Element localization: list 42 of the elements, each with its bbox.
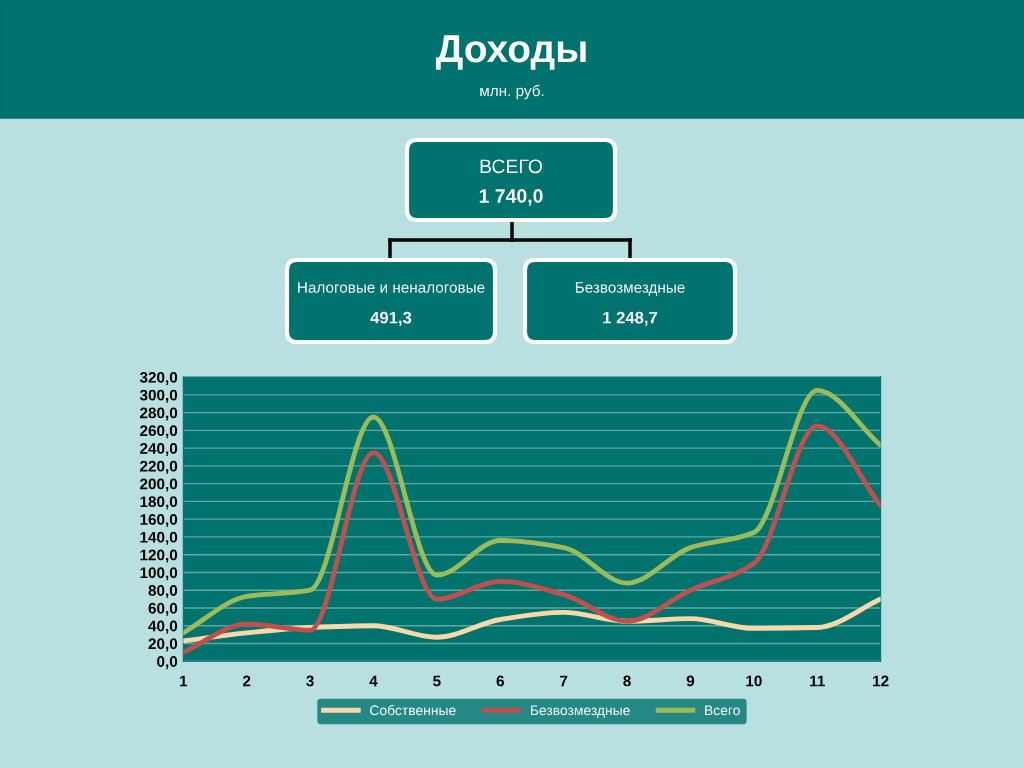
y-tick-label: 140,0 [140,531,178,545]
y-tick-label: 300,0 [139,389,178,403]
legend-label: Собственные [370,704,456,716]
x-tick-label: 4 [369,675,378,687]
y-tick-label: 0,0 [157,656,178,670]
text: 1 248,7 [603,311,658,326]
y-tick-label: 100,0 [140,567,178,581]
y-tick-label: 200,0 [140,478,178,492]
line-series [183,387,881,636]
text: Налоговые и неналоговые [298,282,485,293]
text: ВСЕГО [480,159,543,174]
y-tick-label: 160,0 [140,514,178,528]
x-tick-label: 10 [746,675,762,687]
y-tick-label: 280,0 [140,407,178,421]
text: Доходы [435,35,586,70]
y-tick-label: 40,0 [148,620,178,634]
x-tick-label: 5 [433,675,441,687]
x-tick-label: 12 [873,675,889,687]
text: Безвозмездные [575,282,685,296]
text: 491,3 [370,311,412,326]
y-tick-label: 120,0 [140,549,178,563]
text: млн. руб. [480,84,544,100]
x-tick-label: 8 [623,675,631,687]
x-tick-label: 2 [242,675,251,687]
y-tick-label: 20,0 [148,638,178,652]
legend-label: Безвозмездные [530,705,630,718]
y-tick-label: 180,0 [140,496,178,510]
x-tick-label: 9 [686,675,695,687]
text: 1 740,0 [479,189,543,206]
y-tick-label: 220,0 [140,460,178,474]
line-series [183,423,881,655]
legend-label: Всего [705,705,740,716]
y-tick-label: 320,0 [139,371,178,385]
x-tick-label: 7 [560,675,568,687]
y-tick-label: 60,0 [148,602,178,616]
y-tick-label: 260,0 [140,425,178,439]
x-tick-label: 3 [306,675,314,687]
y-tick-label: 80,0 [148,585,178,599]
x-tick-label: 11 [810,675,825,687]
x-tick-label: 6 [496,675,504,687]
y-tick-label: 240,0 [140,443,178,457]
x-tick-label: 1 [180,675,188,687]
